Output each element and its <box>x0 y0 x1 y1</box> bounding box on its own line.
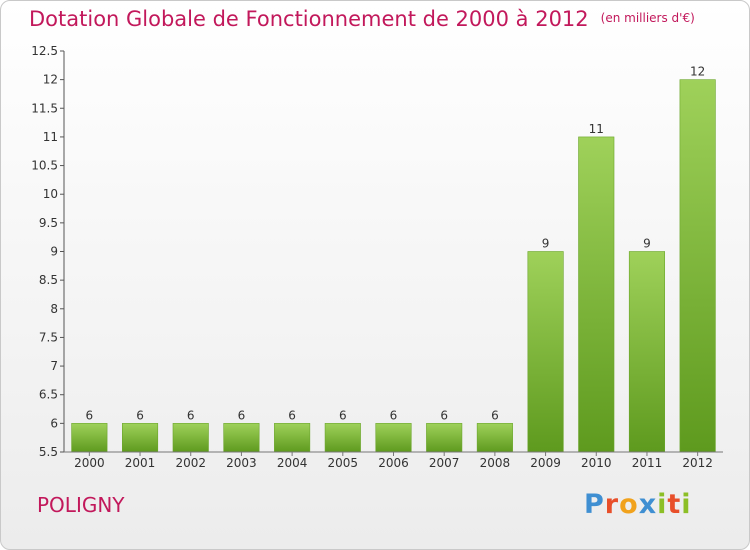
x-tick-label: 2003 <box>226 456 257 470</box>
bar[interactable] <box>121 423 159 453</box>
y-tick-label: 9 <box>50 245 58 259</box>
x-tick-label: 2011 <box>632 456 663 470</box>
bar[interactable] <box>324 423 361 453</box>
bar[interactable] <box>679 79 716 453</box>
bar-value-label: 6 <box>440 408 448 422</box>
bar-value-label: 12 <box>690 65 705 79</box>
bar[interactable] <box>274 423 311 453</box>
y-tick-label: 6.5 <box>39 388 58 402</box>
x-tick-label: 2004 <box>277 456 308 470</box>
chart-title: Dotation Globale de Fonctionnement de 20… <box>29 7 695 31</box>
x-tick-label: 2001 <box>125 456 156 470</box>
bar[interactable] <box>172 423 209 453</box>
bar-value-label: 11 <box>589 122 604 136</box>
y-tick-label: 8.5 <box>39 273 58 287</box>
bar-value-label: 6 <box>238 408 246 422</box>
commune-name: POLIGNY <box>37 493 125 517</box>
y-tick-label: 11 <box>43 130 58 144</box>
y-tick-label: 5.5 <box>39 445 58 459</box>
bar[interactable] <box>426 423 463 453</box>
y-tick-label: 10 <box>43 187 58 201</box>
logo-letter: i <box>681 489 692 520</box>
x-tick-label: 2008 <box>480 456 511 470</box>
x-tick-label: 2006 <box>378 456 409 470</box>
logo-letter: t <box>667 489 682 520</box>
x-tick-label: 2007 <box>429 456 460 470</box>
y-tick-label: 7 <box>50 359 58 373</box>
y-tick-label: 6 <box>50 416 58 430</box>
bar-value-label: 6 <box>86 408 94 422</box>
y-tick-label: 11.5 <box>31 101 58 115</box>
title-text: Dotation Globale de Fonctionnement de 20… <box>29 7 589 31</box>
bar-value-label: 9 <box>643 237 651 251</box>
y-tick-label: 10.5 <box>31 159 58 173</box>
logo-letter: P <box>584 489 605 520</box>
x-tick-label: 2012 <box>682 456 713 470</box>
x-tick-label: 2009 <box>530 456 561 470</box>
bar-value-label: 9 <box>542 237 550 251</box>
bar-value-label: 6 <box>339 408 347 422</box>
bar[interactable] <box>527 251 564 453</box>
y-tick-label: 7.5 <box>39 330 58 344</box>
bar[interactable] <box>375 423 412 453</box>
bar-value-label: 6 <box>390 408 398 422</box>
logo-letter: i <box>657 489 668 520</box>
logo-letter: r <box>604 489 620 520</box>
x-tick-label: 2002 <box>175 456 206 470</box>
y-tick-label: 12 <box>43 73 58 87</box>
bar-value-label: 6 <box>491 408 499 422</box>
x-axis: 2000 2001 2002 2003 2004 2005 2006 2007 2008 2009… <box>64 451 723 470</box>
y-tick-label: 9.5 <box>39 216 58 230</box>
bar-value-label: 6 <box>136 408 144 422</box>
bar[interactable] <box>628 251 666 453</box>
y-tick-label: 8 <box>50 302 58 316</box>
bar[interactable] <box>476 423 513 453</box>
y-axis: 5.5 6 6.5 7 7.5 8 8.5 9 9.5 10 10.5 11 11.5 12 12.5 <box>31 44 65 459</box>
proxiti-logo[interactable]: Proxiti <box>584 489 692 520</box>
x-tick-label: 2000 <box>74 456 105 470</box>
logo-letter: o <box>619 489 639 520</box>
bar[interactable] <box>71 423 108 453</box>
bar-value-label: 6 <box>288 408 296 422</box>
bar-value-label: 6 <box>187 408 195 422</box>
bar[interactable] <box>578 136 615 453</box>
y-tick-label: 12.5 <box>31 44 58 58</box>
x-tick-label: 2005 <box>328 456 359 470</box>
unit-label: (en milliers d'€) <box>600 11 695 25</box>
x-tick-label: 2010 <box>581 456 612 470</box>
logo-letter: x <box>638 489 658 520</box>
bar[interactable] <box>223 423 260 453</box>
bars: 6 6 6 6 6 6 6 6 6 9 11 9 12 <box>71 65 716 453</box>
